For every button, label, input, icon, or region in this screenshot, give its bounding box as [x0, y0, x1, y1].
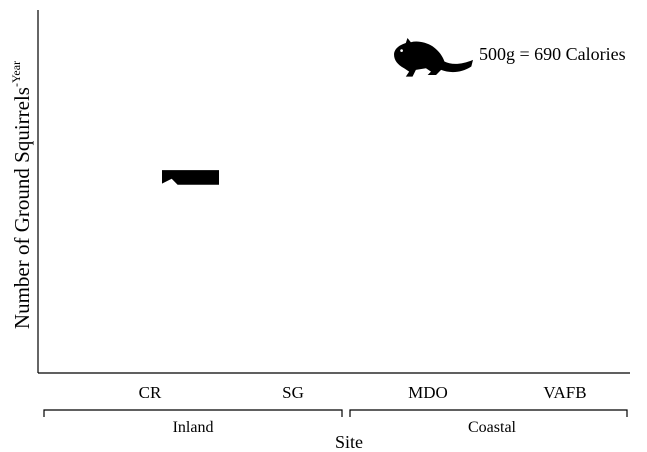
group-label-inland: Inland [173, 419, 214, 436]
value-label-vafb: 0.52 [556, 226, 586, 245]
value-labels: 0.84 0.77 0.49 0.52 [145, 122, 586, 252]
tick-label-cr: CR [139, 383, 162, 402]
inland-bracket [43, 409, 343, 417]
tick-label-sg: SG [282, 383, 304, 402]
tick-label-mdo: MDO [408, 383, 448, 402]
value-label-cr: 0.84 [145, 122, 175, 141]
tick-label-vafb: VAFB [543, 383, 586, 402]
value-label-mdo: 0.49 [419, 233, 449, 252]
y-axis-label: Number of Ground Squirrels-Year [9, 61, 34, 329]
value-label-sg: 0.77 [280, 140, 310, 159]
group-label-coastal: Coastal [468, 419, 517, 436]
legend: 500g = 690 Calories [394, 38, 626, 77]
coastal-bracket [349, 409, 628, 417]
legend-label: 500g = 690 Calories [479, 44, 626, 64]
x-axis-label: Site [335, 432, 363, 452]
ground-squirrel-icon [394, 38, 473, 77]
x-tick-labels: CR SG MDO VAFB [139, 383, 587, 402]
